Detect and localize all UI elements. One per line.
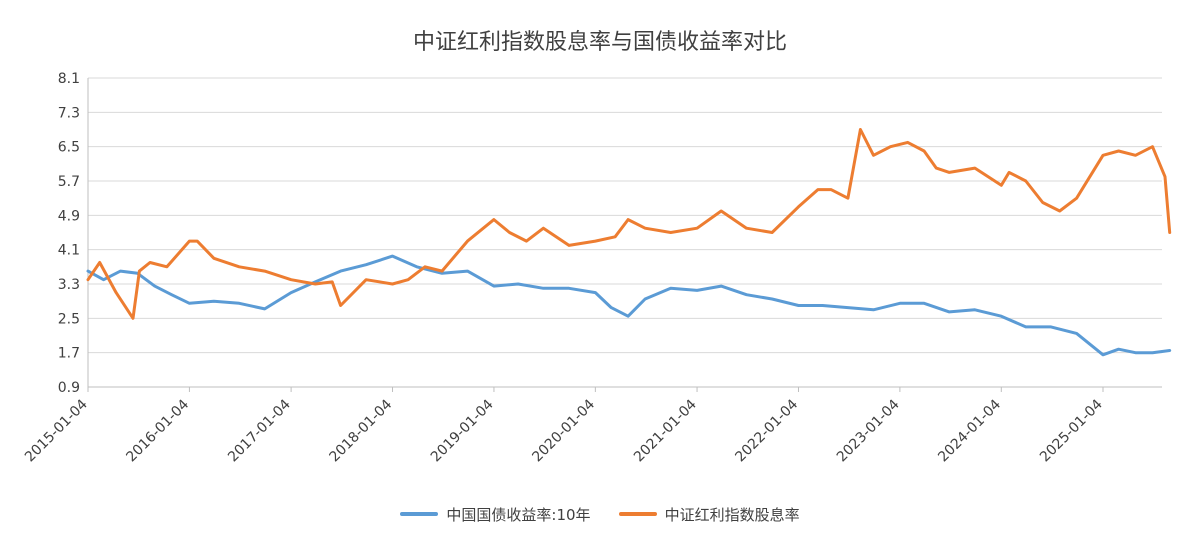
y-tick-label: 0.9 <box>58 380 80 396</box>
x-tick-label: 2020-01-04 <box>529 396 598 465</box>
legend-item-bond-yield: 中国国债收益率:10年 <box>400 504 591 525</box>
legend-swatch-dividend-yield <box>618 512 657 516</box>
x-tick-label: 2022-01-04 <box>732 396 801 465</box>
x-tick-label: 2015-01-04 <box>22 396 91 465</box>
series-line-dividend-yield <box>86 128 1172 320</box>
legend-label-bond-yield: 中国国债收益率:10年 <box>446 505 591 524</box>
legend-label-dividend-yield: 中证红利指数股息率 <box>664 505 800 524</box>
x-tick-label: 2019-01-04 <box>428 396 497 465</box>
y-tick-label: 1.7 <box>58 346 80 362</box>
chart-legend: 中国国债收益率:10年 中证红利指数股息率 <box>0 500 1200 528</box>
legend-swatch-bond-yield <box>400 512 439 516</box>
y-tick-label: 4.9 <box>58 208 80 224</box>
y-tick-label: 8.1 <box>58 71 80 87</box>
x-tick-label: 2021-01-04 <box>631 396 700 465</box>
y-tick-label: 3.3 <box>58 277 80 293</box>
y-tick-label: 5.7 <box>58 174 80 190</box>
y-tick-label: 7.3 <box>58 105 80 121</box>
y-tick-label: 4.1 <box>58 243 80 259</box>
y-tick-label: 6.5 <box>58 140 80 156</box>
x-tick-label: 2025-01-04 <box>1037 396 1106 465</box>
legend-item-dividend-yield: 中证红利指数股息率 <box>618 504 800 525</box>
chart-title: 中证红利指数股息率与国债收益率对比 <box>412 30 787 55</box>
y-tick-label: 2.5 <box>58 311 80 327</box>
x-tick-label: 2023-01-04 <box>834 396 903 465</box>
x-tick-label: 2018-01-04 <box>327 396 396 465</box>
x-tick-label: 2016-01-04 <box>123 396 192 465</box>
x-tick-label: 2024-01-04 <box>935 396 1004 465</box>
x-tick-label: 2017-01-04 <box>225 396 294 465</box>
series-line-bond-yield <box>86 254 1172 357</box>
